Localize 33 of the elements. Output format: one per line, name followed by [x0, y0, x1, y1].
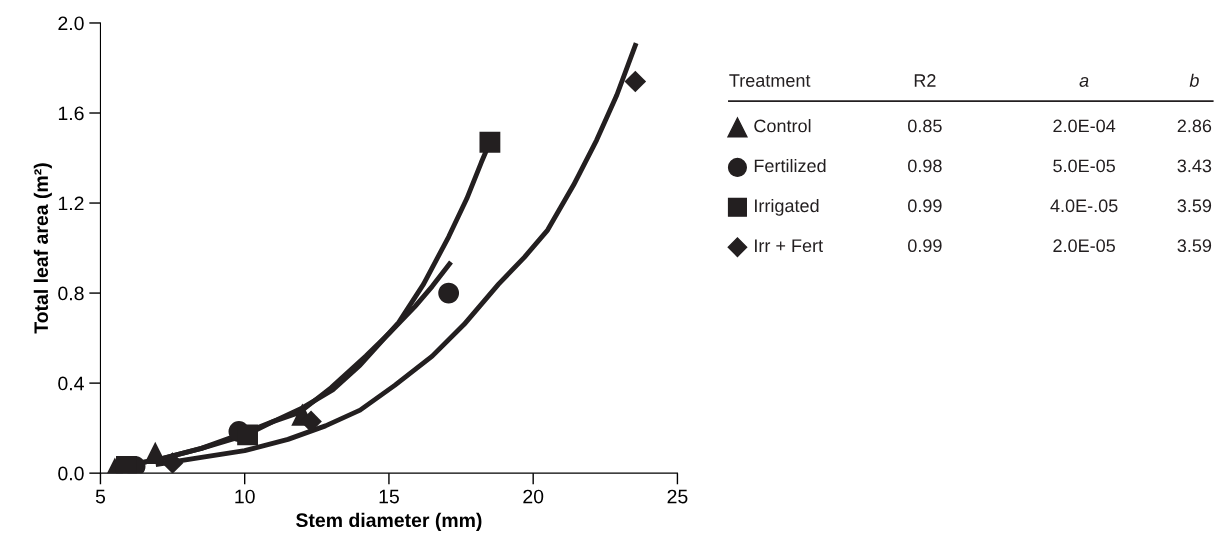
y-tick-label: 0.8: [58, 286, 84, 301]
text: a: [1079, 77, 1089, 87]
legend-label: Irrigated: [755, 198, 819, 216]
text: 0.99: [908, 239, 942, 253]
legend-label: Irr + Fert: [755, 239, 823, 253]
y-axis-title: Total leaf area (m²): [33, 163, 52, 334]
text: 0.85: [908, 119, 942, 133]
x-tick-label: 15: [379, 489, 399, 504]
text: 2.0E-05: [1053, 239, 1115, 253]
y-tick-label: 0.4: [58, 376, 84, 391]
text: 0.98: [908, 159, 942, 173]
x-axis-title: Stem diameter (mm): [296, 512, 482, 531]
text: b: [1189, 73, 1199, 87]
text: R2: [914, 74, 936, 87]
y-tick-label: 0.0: [58, 466, 84, 481]
text: 0.99: [908, 199, 942, 213]
text: 3.43: [1177, 159, 1212, 173]
x-tick-label: 25: [667, 489, 688, 504]
text: 4.0E-.05: [1050, 199, 1118, 213]
y-tick-label: 1.6: [58, 106, 84, 121]
text: 3.59: [1177, 239, 1212, 253]
text: 3.59: [1177, 199, 1212, 213]
legend-title: Treatment: [729, 74, 811, 87]
legend-label: Fertilized: [754, 158, 826, 173]
text: 2.86: [1177, 119, 1212, 133]
y-tick-label: 1.2: [58, 196, 84, 211]
x-tick-label: 5: [95, 489, 106, 504]
text: 2.0E-04: [1053, 119, 1116, 133]
text: 5.0E-05: [1053, 159, 1115, 173]
x-tick-label: 10: [235, 489, 255, 504]
x-tick-label: 20: [523, 489, 544, 504]
y-tick-label: 2.0: [58, 16, 84, 31]
legend-label: Control: [754, 119, 811, 133]
